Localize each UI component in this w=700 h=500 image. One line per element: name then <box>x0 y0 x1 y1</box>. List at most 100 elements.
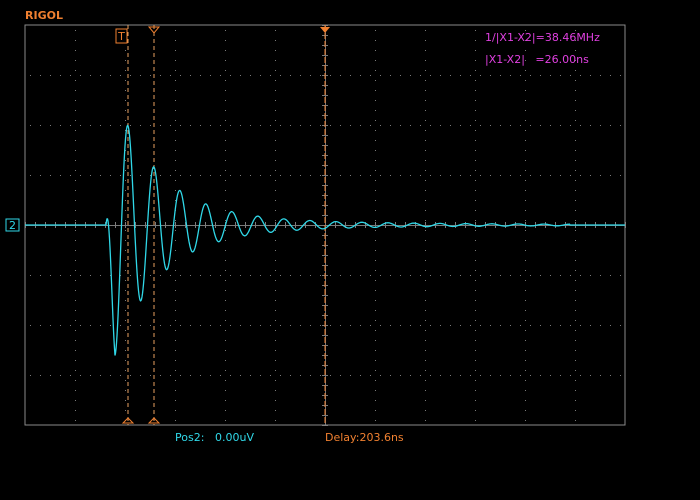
grid-dot <box>130 325 131 326</box>
grid-dot <box>225 30 226 31</box>
grid-dot <box>50 325 51 326</box>
grid-dot <box>375 220 376 221</box>
grid-dot <box>525 30 526 31</box>
grid-dot <box>125 60 126 61</box>
grid-dot <box>125 240 126 241</box>
grid-dot <box>470 275 471 276</box>
grid-dot <box>470 175 471 176</box>
grid-dot <box>575 350 576 351</box>
grid-dot <box>360 75 361 76</box>
grid-dot <box>525 60 526 61</box>
grid-dot <box>425 50 426 51</box>
grid-dot <box>525 320 526 321</box>
grid-dot <box>425 380 426 381</box>
grid-dot <box>570 75 571 76</box>
grid-dot <box>520 375 521 376</box>
grid-dot <box>575 60 576 61</box>
grid-dot <box>525 130 526 131</box>
grid-dot <box>330 375 331 376</box>
grid-dot <box>125 380 126 381</box>
grid-dot <box>30 75 31 76</box>
grid-dot <box>80 125 81 126</box>
grid-dot <box>125 250 126 251</box>
grid-dot <box>475 400 476 401</box>
grid-dot <box>380 325 381 326</box>
grid-dot <box>390 325 391 326</box>
grid-dot <box>490 175 491 176</box>
grid-dot <box>575 360 576 361</box>
grid-dot <box>425 370 426 371</box>
grid-dot <box>550 325 551 326</box>
grid-dot <box>320 275 321 276</box>
grid-dot <box>525 230 526 231</box>
grid-dot <box>100 75 101 76</box>
grid-dot <box>340 275 341 276</box>
grid-dot <box>360 325 361 326</box>
grid-dot <box>370 175 371 176</box>
grid-dot <box>575 320 576 321</box>
grid-dot <box>525 140 526 141</box>
grid-dot <box>30 325 31 326</box>
grid-dot <box>425 240 426 241</box>
grid-dot <box>330 175 331 176</box>
grid-dot <box>100 325 101 326</box>
grid-dot <box>350 175 351 176</box>
grid-dot <box>310 125 311 126</box>
grid-dot <box>420 175 421 176</box>
grid-dot <box>75 200 76 201</box>
grid-dot <box>570 125 571 126</box>
grid-dot <box>260 375 261 376</box>
grid-dot <box>425 220 426 221</box>
grid-dot <box>375 190 376 191</box>
grid-dot <box>425 210 426 211</box>
grid-dot <box>375 310 376 311</box>
grid-dot <box>250 325 251 326</box>
grid-dot <box>575 330 576 331</box>
grid-dot <box>40 325 41 326</box>
grid-dot <box>525 120 526 121</box>
grid-dot <box>475 240 476 241</box>
grid-dot <box>275 390 276 391</box>
grid-dot <box>575 390 576 391</box>
grid-dot <box>525 310 526 311</box>
grid-dot <box>225 160 226 161</box>
grid-dot <box>225 290 226 291</box>
grid-dot <box>620 325 621 326</box>
grid-dot <box>575 260 576 261</box>
grid-dot <box>70 75 71 76</box>
grid-dot <box>275 170 276 171</box>
grid-dot <box>75 70 76 71</box>
grid-dot <box>75 100 76 101</box>
grid-dot <box>475 70 476 71</box>
grid-dot <box>475 110 476 111</box>
grid-dot <box>160 325 161 326</box>
grid-dot <box>75 360 76 361</box>
cursor-delta-readout: |X1-X2| =26.00ns <box>485 53 589 66</box>
grid-dot <box>170 175 171 176</box>
grid-dot <box>340 375 341 376</box>
grid-dot <box>475 390 476 391</box>
grid-dot <box>175 320 176 321</box>
grid-dot <box>175 260 176 261</box>
grid-dot <box>310 325 311 326</box>
grid-dot <box>275 280 276 281</box>
grid-dot <box>50 125 51 126</box>
grid-dot <box>440 325 441 326</box>
grid-dot <box>375 130 376 131</box>
grid-dot <box>450 175 451 176</box>
grid-dot <box>170 275 171 276</box>
grid-dot <box>220 325 221 326</box>
grid-dot <box>125 90 126 91</box>
grid-dot <box>330 75 331 76</box>
grid-dot <box>475 320 476 321</box>
grid-dot <box>180 375 181 376</box>
channel-marker: 2 <box>9 219 16 232</box>
grid-dot <box>575 90 576 91</box>
grid-dot <box>590 125 591 126</box>
grid-dot <box>275 30 276 31</box>
grid-dot <box>370 325 371 326</box>
grid-dot <box>40 75 41 76</box>
grid-dot <box>170 375 171 376</box>
grid-dot <box>425 130 426 131</box>
grid-dot <box>525 420 526 421</box>
